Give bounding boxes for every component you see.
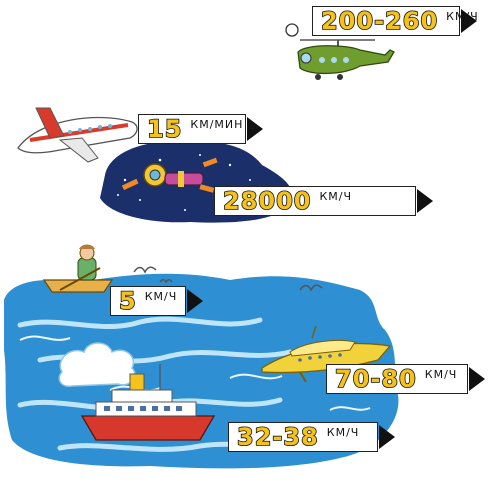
- helicopter-icon: [285, 23, 395, 80]
- ship-icon: [80, 364, 216, 441]
- seagull-icon: [133, 266, 323, 292]
- spaceship-icon: [121, 157, 218, 193]
- cloud-icon: [58, 342, 136, 387]
- speed-unit: КМ/Ч: [326, 425, 360, 439]
- speed-unit: КМ/МИН: [190, 117, 244, 131]
- speed-label-hydrofoil: 70-80 КМ/Ч: [326, 364, 468, 394]
- speed-unit: КМ/Ч: [424, 367, 458, 381]
- speed-value: 70-80: [334, 364, 417, 394]
- speed-label-spaceship: 28000 КМ/Ч: [214, 186, 416, 216]
- speed-unit: КМ/Ч: [144, 289, 178, 303]
- speed-value: 28000: [222, 186, 312, 216]
- speed-value: 15: [146, 114, 183, 144]
- speed-value: 32-38: [236, 422, 319, 452]
- speed-label-helicopter: 200-260 КМ/Ч: [312, 6, 478, 36]
- speed-label-airplane: 15 КМ/МИН: [138, 114, 246, 144]
- rowboat-icon: [42, 244, 114, 293]
- speed-value: 200-260: [320, 6, 439, 36]
- speed-unit: КМ/Ч: [446, 9, 479, 23]
- airplane-icon: [17, 107, 138, 163]
- sea-foam: [19, 335, 371, 411]
- speed-unit: КМ/Ч: [319, 189, 353, 203]
- speed-value: 5: [118, 286, 137, 316]
- speed-label-rowboat: 5 КМ/Ч: [110, 286, 186, 316]
- speed-label-ship: 32-38 КМ/Ч: [228, 422, 378, 452]
